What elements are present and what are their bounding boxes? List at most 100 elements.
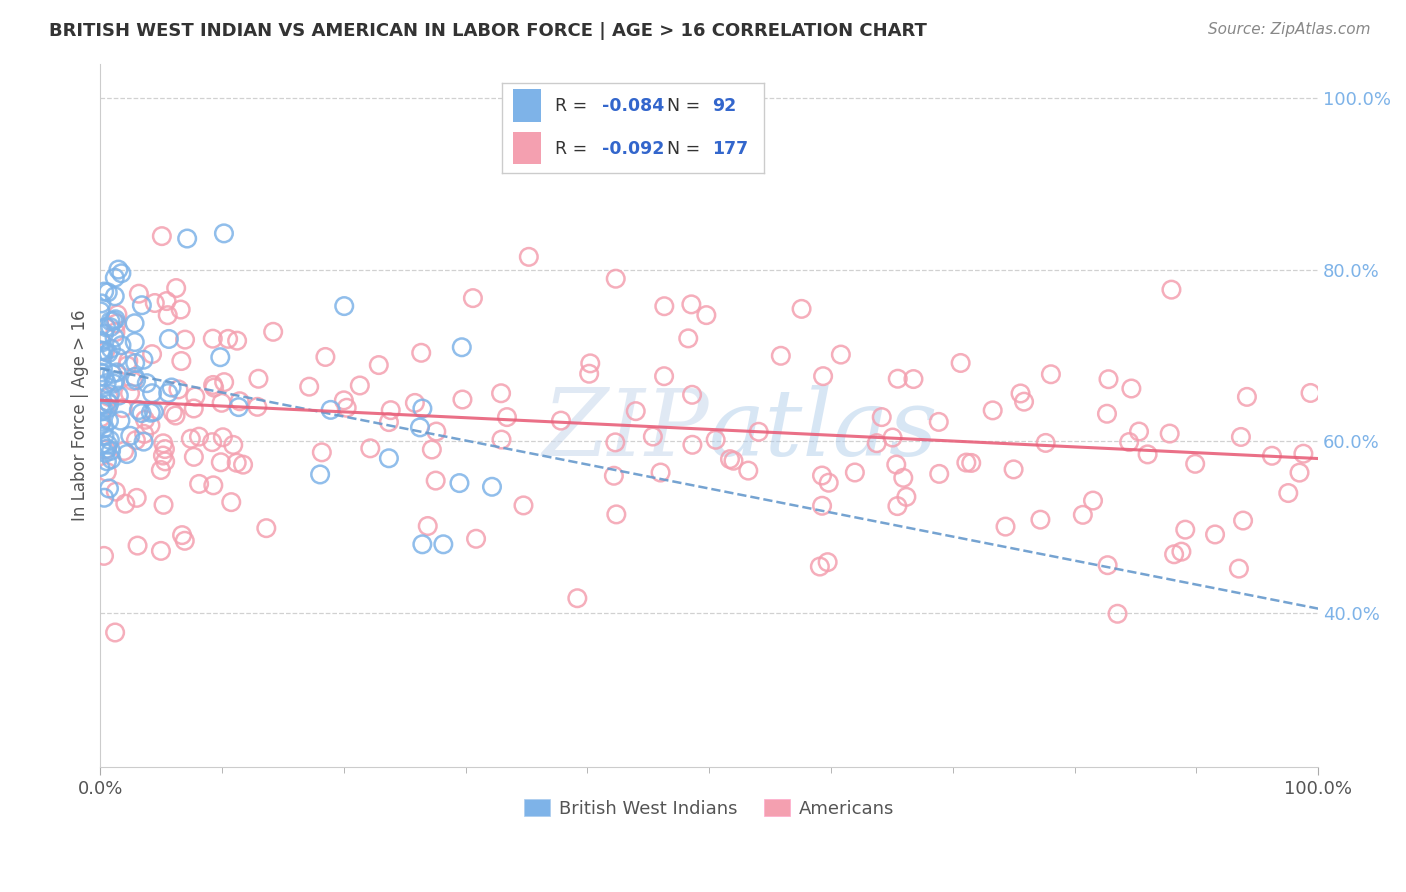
Point (228, 394, 250, 409)
Point (603, 468, 626, 483)
Point (107, 308, 129, 322)
Y-axis label: In Labor Force | Age > 16: In Labor Force | Age > 16 (72, 310, 89, 522)
Point (100, 342, 122, 356)
Point (135, 376, 157, 391)
Point (124, 356, 146, 370)
Point (124, 316, 146, 330)
Point (416, 519, 439, 533)
Point (141, 347, 163, 361)
Point (112, 444, 135, 458)
Point (155, 294, 177, 309)
Point (769, 349, 792, 363)
Point (866, 436, 889, 450)
Point (98, 482, 121, 496)
Point (157, 332, 180, 346)
Point (90, 335, 112, 350)
Point (219, 495, 242, 509)
Point (98, 397, 121, 411)
Point (125, 373, 148, 387)
Point (104, 312, 127, 326)
Point (1170, 544, 1192, 558)
Point (378, 451, 401, 466)
Text: BRITISH WEST INDIAN VS AMERICAN IN LABOR FORCE | AGE > 16 CORRELATION CHART: BRITISH WEST INDIAN VS AMERICAN IN LABOR… (49, 22, 927, 40)
Point (678, 331, 700, 345)
Point (152, 436, 174, 450)
Point (605, 508, 627, 522)
Point (91, 349, 114, 363)
Point (97, 285, 120, 300)
Point (512, 499, 534, 513)
Point (128, 403, 150, 417)
Point (96, 454, 118, 468)
Point (567, 591, 589, 606)
Point (496, 410, 519, 425)
Point (98, 433, 121, 447)
Point (1288, 466, 1310, 480)
Point (1159, 426, 1181, 441)
Point (212, 375, 235, 389)
Point (928, 467, 950, 481)
Point (90, 398, 112, 412)
Point (314, 350, 336, 364)
Point (928, 415, 950, 429)
Point (1081, 493, 1104, 508)
Point (811, 369, 834, 384)
Point (90, 410, 112, 425)
Point (1227, 561, 1250, 575)
Point (188, 430, 211, 444)
Point (183, 401, 205, 416)
Point (222, 438, 245, 452)
Point (737, 464, 759, 478)
Point (131, 406, 153, 420)
Point (107, 351, 129, 365)
Point (96, 465, 118, 479)
Point (817, 475, 839, 490)
Point (298, 379, 321, 393)
Point (1029, 513, 1052, 527)
Point (97, 346, 120, 360)
Point (425, 425, 447, 439)
Point (173, 533, 195, 548)
Point (652, 369, 675, 384)
Point (319, 402, 342, 417)
Point (1039, 368, 1062, 382)
Point (578, 367, 600, 381)
Point (143, 296, 166, 310)
Point (1097, 558, 1119, 573)
Point (93, 491, 115, 505)
Point (104, 625, 127, 640)
Point (93, 549, 115, 563)
Point (139, 418, 162, 433)
Point (202, 378, 225, 392)
Point (449, 476, 471, 491)
Point (104, 325, 127, 339)
Point (94, 446, 117, 460)
Point (1160, 283, 1182, 297)
Point (183, 450, 205, 464)
Point (650, 466, 672, 480)
Point (90, 343, 112, 358)
Point (100, 314, 122, 328)
Point (359, 442, 381, 456)
Point (115, 447, 138, 461)
Point (884, 458, 907, 472)
Point (124, 334, 146, 349)
Point (333, 393, 356, 408)
Point (131, 298, 153, 312)
Point (349, 378, 371, 392)
Point (118, 386, 141, 401)
Point (125, 491, 148, 505)
Point (120, 429, 142, 443)
Point (246, 400, 269, 414)
Point (605, 435, 627, 450)
Point (1095, 407, 1118, 421)
Point (465, 532, 488, 546)
Point (1230, 430, 1253, 444)
Point (165, 281, 187, 295)
Point (641, 429, 664, 443)
Point (114, 497, 136, 511)
Point (104, 374, 127, 388)
Point (808, 559, 831, 574)
Point (311, 445, 333, 459)
Point (153, 442, 176, 456)
